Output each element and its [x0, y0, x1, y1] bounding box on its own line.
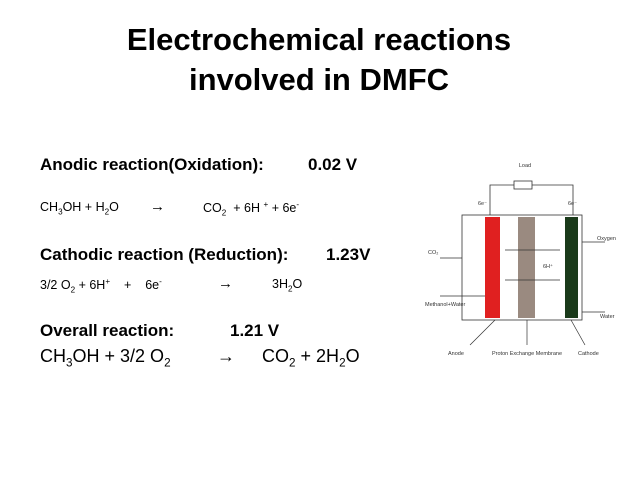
- text: 2: [104, 207, 110, 217]
- text: 2: [339, 356, 346, 370]
- anodic-label: Anodic reaction(Oxidation):: [40, 155, 264, 174]
- cathodic-products: 3H2O: [272, 277, 302, 294]
- arrow: →: [150, 198, 165, 215]
- text: 3H: [272, 277, 288, 291]
- text: CO: [262, 346, 289, 366]
- text: O: [109, 200, 119, 214]
- text: O: [292, 277, 303, 291]
- cathodic-label: Cathodic reaction (Reduction):: [40, 245, 289, 264]
- label: Proton Exchange Membrane: [492, 351, 562, 357]
- label: 6H⁺: [543, 263, 553, 270]
- text: -: [296, 200, 300, 209]
- text: 3: [66, 356, 73, 370]
- load-box: [513, 180, 533, 190]
- label: 6e⁻: [478, 201, 487, 207]
- text: 2: [70, 285, 76, 295]
- label: Methanol+Water: [425, 302, 465, 308]
- text: +: [124, 278, 132, 293]
- anodic-value: 0.02 V: [308, 155, 358, 174]
- text: +: [105, 277, 111, 286]
- text: 3/2 O: [40, 278, 71, 293]
- text: + 6H: [78, 278, 106, 293]
- anodic-products: CO2 + 6H + + 6e-: [203, 200, 299, 218]
- overall-label: Overall reaction:: [40, 321, 175, 340]
- text: -: [159, 277, 162, 286]
- membrane: [518, 217, 535, 318]
- label: Anode: [448, 351, 464, 357]
- text: OH + 3/2 O: [72, 346, 165, 366]
- text: 2: [221, 208, 227, 218]
- wire: [532, 184, 574, 215]
- overall-reactants: CH3OH + 3/2 O2: [40, 346, 171, 370]
- arrow: →: [217, 346, 235, 366]
- wire: [489, 184, 514, 215]
- overall-value: 1.21 V: [230, 321, 280, 340]
- label: Load: [519, 163, 531, 169]
- title-line: Electrochemical reactions: [126, 22, 512, 57]
- cell: [461, 214, 583, 321]
- text: 2: [289, 356, 296, 370]
- text: 2: [287, 284, 293, 294]
- text: + 2H: [300, 346, 340, 366]
- label: Water: [600, 314, 615, 320]
- text: 6e: [145, 278, 160, 293]
- text: CH: [40, 346, 66, 366]
- cathodic-reactants: 3/2 O2 + 6H+ + 6e-: [40, 277, 162, 295]
- arrow: →: [218, 275, 233, 292]
- text: CH: [40, 200, 59, 214]
- label: Oxygen: [597, 236, 616, 242]
- text: 3: [58, 207, 63, 217]
- anodic-reactants: CH3OH + H2O: [40, 200, 119, 217]
- text: O: [345, 346, 360, 366]
- cathode-electrode: [565, 217, 578, 318]
- anode-electrode: [485, 217, 500, 318]
- text: OH + H: [62, 200, 105, 214]
- text: + 6H: [233, 201, 260, 216]
- label: CO₂: [428, 250, 438, 256]
- text: + 6e: [271, 201, 297, 216]
- wiring: [461, 180, 583, 321]
- cathodic-value: 1.23V: [326, 245, 371, 264]
- overall-products: CO2 + 2H2O: [262, 346, 360, 370]
- title-line: involved in DMFC: [188, 62, 450, 97]
- text: +: [263, 200, 269, 209]
- text: CO: [203, 201, 222, 216]
- pointer: [570, 319, 586, 346]
- label: Cathode: [578, 351, 599, 357]
- pointer: [469, 319, 496, 346]
- arrows: [440, 241, 605, 346]
- label: 6e⁻: [568, 201, 577, 207]
- text: 2: [164, 356, 171, 370]
